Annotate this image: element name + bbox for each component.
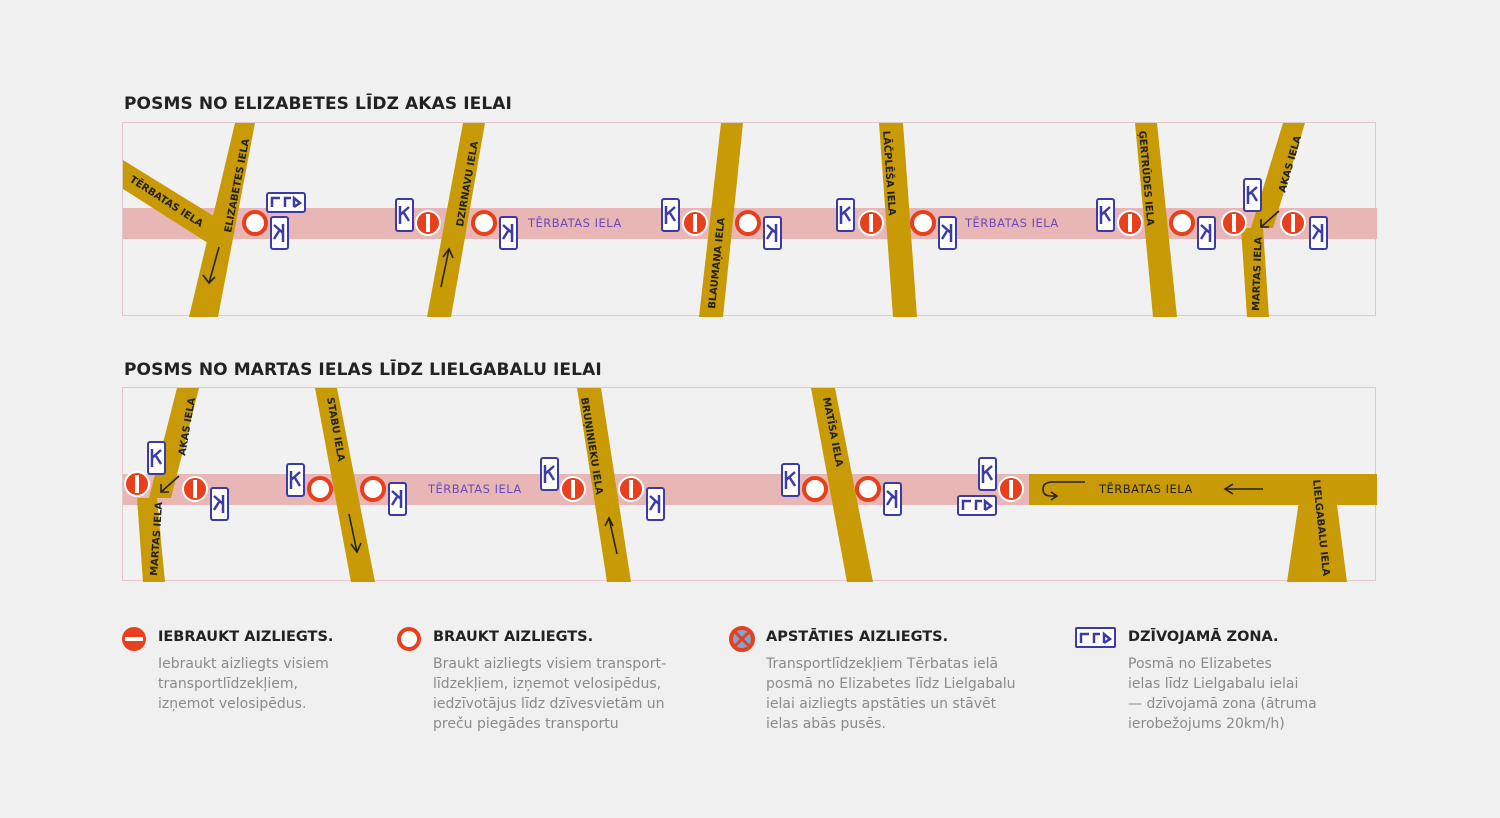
road-elizabetes: [189, 123, 255, 317]
no-entry-sign: [1280, 210, 1306, 236]
road-dzirnavu: [427, 123, 485, 317]
legend-title: BRAUKT AIZLIEGTS.: [433, 629, 594, 645]
no-entry-sign: [682, 210, 708, 236]
no-vehicles-sign: [1169, 210, 1195, 236]
living-zone-icon: [1075, 627, 1116, 648]
living-zone-sign: [1096, 198, 1115, 232]
living-zone-end-sign: [1197, 216, 1216, 250]
no-vehicles-sign: [307, 476, 333, 502]
map-panel-1: TĒRBATAS IELA ELIZABETES IELA DZIRNAVU I…: [122, 122, 1377, 317]
direction-arrow: [160, 475, 180, 493]
street-terbatas-1-label: TĒRBATAS IELA: [427, 482, 522, 496]
living-zone-end-sign: [270, 216, 289, 250]
u-turn-arrow: [1042, 481, 1085, 501]
no-stopping-icon: [729, 626, 755, 652]
no-entry-sign: [1117, 210, 1143, 236]
living-zone-wide-sign: [266, 192, 306, 213]
no-vehicles-sign: [855, 476, 881, 502]
direction-arrow: [1260, 210, 1280, 228]
street-martas-label: MARTAS IELA: [149, 501, 165, 576]
living-zone-sign: [978, 457, 997, 491]
road-akas: [1251, 123, 1305, 228]
direction-arrow: [202, 246, 220, 285]
road-brunieku: [577, 388, 631, 582]
living-zone-sign: [1243, 178, 1262, 212]
living-zone-end-sign: [646, 487, 665, 521]
legend-description: Posmā no Elizabetes ielas līdz Lielgabalu…: [1128, 656, 1317, 732]
legend-title: APSTĀTIES AIZLIEGTS.: [766, 629, 949, 645]
no-vehicles-sign: [242, 210, 268, 236]
direction-arrow: [604, 516, 618, 555]
section-title-1: POSMS NO ELIZABETES LĪDZ AKAS IELAI: [124, 94, 512, 114]
map-panel-2: AKAS IELA MARTAS IELA STABU IELA TĒRBATA…: [122, 387, 1377, 582]
living-zone-sign: [395, 198, 414, 232]
road-lacplesa: [879, 123, 917, 317]
living-zone-end-sign: [1309, 216, 1328, 250]
road-martas: [1241, 228, 1269, 317]
direction-arrow: [348, 513, 362, 554]
living-zone-end-sign: [883, 482, 902, 516]
living-zone-sign: [540, 457, 559, 491]
living-zone-wide-sign: [957, 495, 997, 516]
living-zone-end-sign: [210, 487, 229, 521]
no-vehicles-icon: [397, 627, 421, 651]
no-vehicles-sign: [471, 210, 497, 236]
road-matisa: [811, 388, 873, 582]
no-vehicles-sign: [360, 476, 386, 502]
no-entry-sign: [998, 476, 1024, 502]
no-entry-sign: [182, 476, 208, 502]
legend-title: IEBRAUKT AIZLIEGTS.: [158, 629, 334, 645]
no-entry-sign: [1221, 210, 1247, 236]
no-vehicles-sign: [910, 210, 936, 236]
no-entry-sign: [618, 476, 644, 502]
living-zone-sign: [147, 441, 166, 475]
street-martas-label: MARTAS IELA: [1251, 236, 1265, 311]
no-entry-sign: [560, 476, 586, 502]
direction-arrow: [440, 247, 454, 288]
road-martas: [137, 498, 165, 582]
road-blaumana: [699, 123, 743, 317]
living-zone-sign: [661, 198, 680, 232]
legend-title: DZĪVOJAMĀ ZONA.: [1128, 629, 1279, 645]
street-terbatas-2-label: TĒRBATAS IELA: [964, 216, 1059, 230]
living-zone-end-sign: [499, 216, 518, 250]
section-title-2: POSMS NO MARTAS IELAS LĪDZ LIELGABALU IE…: [124, 360, 602, 380]
legend-description: Transportlīdzekļiem Tērbatas ielā posmā n…: [766, 656, 1016, 732]
living-zone-sign: [286, 463, 305, 497]
living-zone-end-sign: [938, 216, 957, 250]
road-gertrudes: [1135, 123, 1177, 317]
living-zone-sign: [836, 198, 855, 232]
legend-description: Braukt aizliegts visiem transport-līdzek…: [433, 656, 666, 732]
no-entry-sign: [415, 210, 441, 236]
street-terbatas-oneway-label: TĒRBATAS IELA: [1098, 482, 1193, 496]
no-vehicles-sign: [735, 210, 761, 236]
no-entry-icon: [122, 627, 146, 651]
road-terbatas-left: [123, 160, 225, 245]
direction-arrow: [1223, 483, 1263, 495]
living-zone-end-sign: [388, 482, 407, 516]
map-2-svg: AKAS IELA MARTAS IELA STABU IELA TĒRBATA…: [123, 388, 1377, 582]
road-lielgabalu: [1287, 474, 1347, 582]
road-stabu: [315, 388, 375, 582]
legend-description: Iebraukt aizliegts visiem transportlīdzek…: [158, 656, 329, 712]
living-zone-end-sign: [763, 216, 782, 250]
map-1-svg: TĒRBATAS IELA ELIZABETES IELA DZIRNAVU I…: [123, 123, 1377, 317]
no-entry-sign: [124, 471, 150, 497]
no-vehicles-sign: [802, 476, 828, 502]
street-terbatas-1-label: TĒRBATAS IELA: [527, 216, 622, 230]
living-zone-sign: [781, 463, 800, 497]
no-entry-sign: [858, 210, 884, 236]
